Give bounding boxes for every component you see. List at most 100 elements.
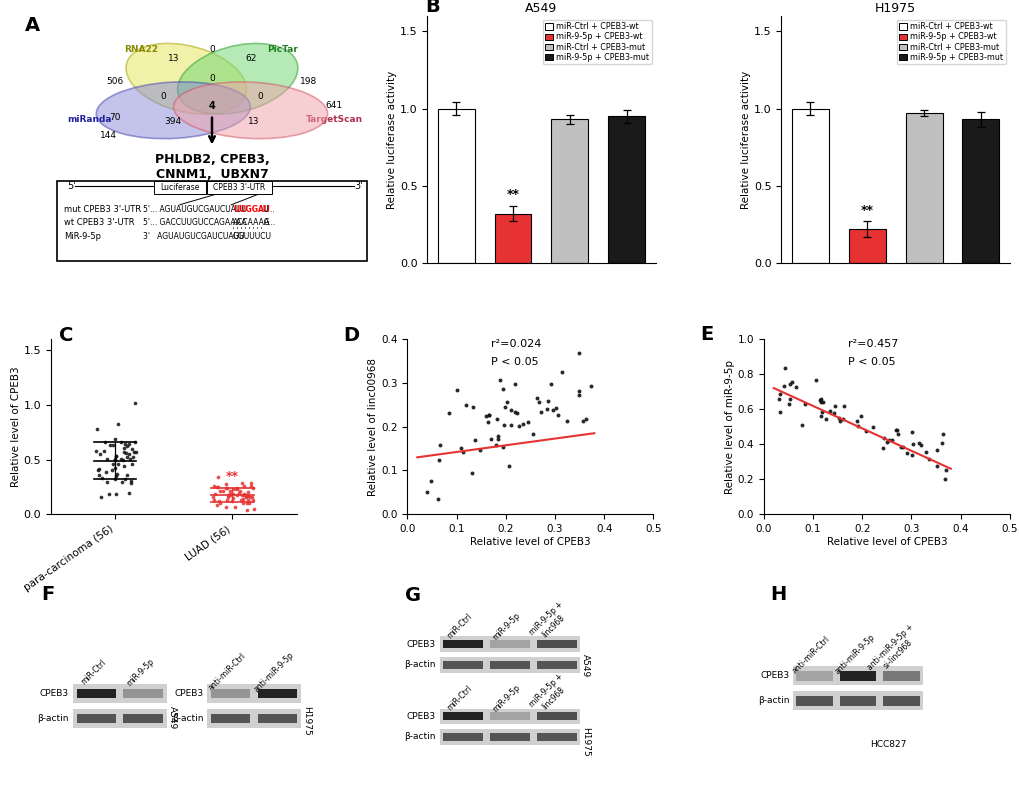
Point [107,473,123,485]
Bar [882,671,919,680]
Bar [211,714,250,723]
Point [482,433,498,446]
Text: β-actin: β-actin [757,697,789,705]
Point [127,446,144,458]
Text: β-actin: β-actin [405,732,435,742]
Bar [486,637,533,652]
Y-axis label: Relative level of miR-9-5p: Relative level of miR-9-5p [725,360,735,494]
Text: mut CPEB3 3'-UTR: mut CPEB3 3'-UTR [64,205,141,214]
Bar [439,729,486,745]
Point [539,394,555,407]
Text: ACCAAAG: ACCAAAG [232,219,270,227]
Point [121,453,138,466]
Point [91,469,107,481]
Point [242,491,258,503]
Text: miR-9-5p: miR-9-5p [491,611,522,641]
Point [529,391,545,404]
Point [467,433,483,446]
Point [852,409,868,422]
Text: RNA22: RNA22 [124,45,158,54]
Point [769,393,786,406]
Point [880,434,897,447]
Point [511,420,527,432]
Bar [490,661,529,668]
Text: F: F [42,585,55,604]
Text: miRanda: miRanda [67,114,112,124]
Point [506,378,523,391]
Text: 0: 0 [161,92,166,101]
Point [829,412,846,424]
Text: miR-Ctrl: miR-Ctrl [445,611,474,641]
Text: P < 0.05: P < 0.05 [490,357,538,368]
Point [487,438,503,451]
Point [775,361,792,374]
Bar [443,733,482,741]
Bar [72,709,119,727]
Ellipse shape [173,82,327,139]
Point [525,428,541,440]
Point [225,488,242,500]
Point [570,389,586,402]
Bar [533,637,580,652]
Point [97,436,113,448]
Bar [792,667,836,685]
Point [471,443,487,456]
Point [832,415,848,428]
Point [515,418,531,431]
Point [864,421,880,433]
Text: U...: U... [262,205,274,214]
Point [235,488,252,500]
Text: anti-miR-Ctrl: anti-miR-Ctrl [207,652,248,693]
Bar [848,230,884,264]
Text: HCC827: HCC827 [869,740,906,750]
Point [834,413,850,425]
Point [574,414,590,427]
Point [423,474,439,487]
Point [105,458,121,470]
Point [110,458,126,470]
Text: 70: 70 [109,113,121,122]
Text: 3': 3' [355,181,363,191]
Text: G: G [405,586,421,605]
Point [221,484,237,497]
Point [478,410,494,423]
Bar [486,657,533,672]
Point [495,419,512,432]
Point [105,438,121,451]
Point [218,494,234,507]
Point [821,405,838,417]
Point [937,464,954,477]
Text: 394: 394 [165,117,181,126]
Point [220,491,236,503]
Bar [494,214,531,264]
Text: D: D [343,326,360,345]
Point [571,346,587,359]
Text: β-actin: β-actin [405,660,435,669]
Bar [490,712,529,720]
Point [126,436,143,448]
X-axis label: Relative level of CPEB3: Relative level of CPEB3 [470,537,590,547]
Point [494,441,511,454]
Bar [878,667,922,685]
Point [117,437,133,450]
Point [93,491,109,503]
Text: H1975: H1975 [302,706,311,735]
Point [117,473,133,485]
Point [211,495,227,507]
Point [229,482,246,495]
Point [480,415,496,428]
Legend: miR-Ctrl + CPEB3-wt, miR-9-5p + CPEB3-wt, miR-Ctrl + CPEB3-mut, miR-9-5p + CPEB3: miR-Ctrl + CPEB3-wt, miR-9-5p + CPEB3-wt… [542,20,651,64]
Point [117,447,133,459]
Point [108,488,124,500]
Point [107,432,123,445]
Point [211,496,227,509]
Point [245,482,261,495]
Y-axis label: Relative level of CPEB3: Relative level of CPEB3 [11,366,20,487]
Point [89,422,105,435]
Point [212,484,228,497]
Point [431,439,447,452]
Point [783,376,799,389]
Point [225,492,242,505]
X-axis label: Relative level of CPEB3: Relative level of CPEB3 [825,537,947,547]
Point [122,474,139,487]
